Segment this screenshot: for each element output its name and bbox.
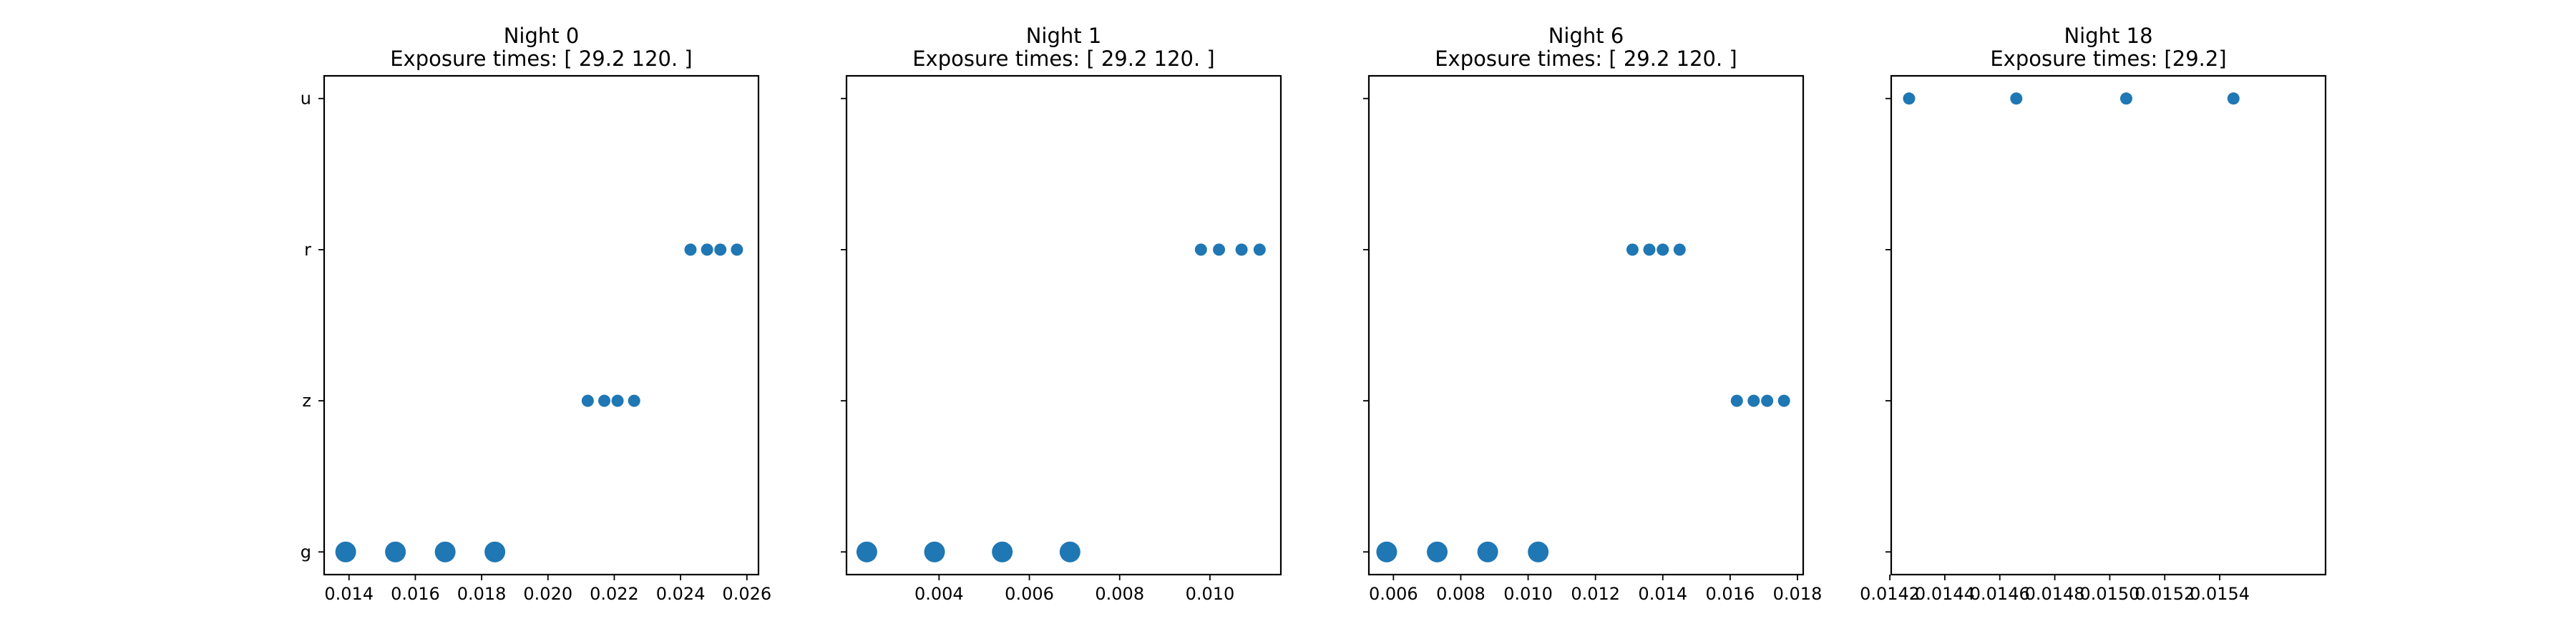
- panel-title: Night 1: [1026, 24, 1102, 48]
- y-tick-label: z: [302, 391, 311, 411]
- data-point: [335, 541, 356, 562]
- x-tick-label: 0.008: [1436, 584, 1485, 604]
- data-point: [1730, 394, 1743, 407]
- data-point: [1427, 541, 1448, 562]
- data-point: [1777, 394, 1790, 407]
- data-point: [684, 243, 697, 256]
- y-tick-label: r: [304, 240, 311, 260]
- x-tick-label: 0.022: [590, 584, 639, 604]
- data-point: [484, 541, 506, 562]
- data-point: [1657, 243, 1669, 256]
- data-point: [1643, 243, 1656, 256]
- x-tick-label: 0.006: [1005, 584, 1054, 604]
- data-point: [701, 243, 713, 256]
- x-tick-label: 0.0154: [2190, 584, 2250, 604]
- data-point: [628, 394, 640, 407]
- panel-subtitle: Exposure times: [29.2]: [1990, 47, 2226, 71]
- data-point: [1673, 243, 1686, 256]
- y-tick-label: g: [301, 542, 311, 562]
- panel-subtitle: Exposure times: [ 29.2 120. ]: [390, 47, 693, 71]
- x-tick-label: 0.020: [523, 584, 572, 604]
- data-point: [714, 243, 727, 256]
- y-tick-label: u: [301, 89, 311, 109]
- data-point: [1194, 243, 1207, 256]
- panel-subtitle: Exposure times: [ 29.2 120. ]: [912, 47, 1215, 71]
- data-point: [856, 541, 877, 562]
- data-point: [924, 541, 945, 562]
- x-tick-label: 0.008: [1095, 584, 1144, 604]
- x-tick-label: 0.018: [457, 584, 507, 604]
- data-point: [1059, 541, 1080, 562]
- data-point: [1626, 243, 1639, 256]
- x-tick-label: 0.0144: [1915, 584, 1975, 604]
- data-point: [1477, 541, 1498, 562]
- x-tick-label: 0.0148: [2025, 584, 2085, 604]
- x-tick-label: 0.010: [1503, 584, 1553, 604]
- data-point: [581, 394, 594, 407]
- x-tick-label: 0.0152: [2135, 584, 2195, 604]
- x-tick-label: 0.014: [1638, 584, 1687, 604]
- x-tick-label: 0.010: [1186, 584, 1235, 604]
- x-tick-label: 0.0146: [1970, 584, 2030, 604]
- panel-subtitle: Exposure times: [ 29.2 120. ]: [1435, 47, 1737, 71]
- data-point: [992, 541, 1013, 562]
- axes-frame: [1367, 74, 1805, 576]
- x-tick-label: 0.006: [1369, 584, 1418, 604]
- data-point: [2119, 92, 2132, 105]
- data-point: [1747, 394, 1760, 407]
- axes-frame: [323, 74, 760, 576]
- x-tick-label: 0.004: [914, 584, 964, 604]
- data-point: [434, 541, 456, 562]
- x-tick-label: 0.0150: [2079, 584, 2140, 604]
- data-point: [1213, 243, 1226, 256]
- x-tick-label: 0.018: [1773, 584, 1823, 604]
- panel-title: Night 0: [504, 24, 580, 48]
- axes-frame: [1890, 74, 2327, 576]
- data-point: [1376, 541, 1397, 562]
- data-point: [731, 243, 743, 256]
- data-point: [598, 394, 611, 407]
- panel-title: Night 6: [1548, 24, 1624, 48]
- x-tick-label: 0.012: [1571, 584, 1620, 604]
- panel-title: Night 18: [2064, 24, 2152, 48]
- data-point: [1253, 243, 1266, 256]
- x-tick-label: 0.026: [722, 584, 771, 604]
- data-point: [611, 394, 624, 407]
- data-point: [385, 541, 406, 562]
- x-tick-label: 0.014: [324, 584, 374, 604]
- x-tick-label: 0.0142: [1860, 584, 1920, 604]
- data-point: [1903, 92, 1916, 105]
- data-point: [2227, 92, 2240, 105]
- x-tick-label: 0.024: [656, 584, 706, 604]
- axes-frame: [845, 74, 1282, 576]
- data-point: [1235, 243, 1248, 256]
- x-tick-label: 0.016: [1706, 584, 1755, 604]
- data-point: [1761, 394, 1774, 407]
- data-point: [1528, 541, 1549, 562]
- x-tick-label: 0.016: [391, 584, 440, 604]
- data-point: [2010, 92, 2023, 105]
